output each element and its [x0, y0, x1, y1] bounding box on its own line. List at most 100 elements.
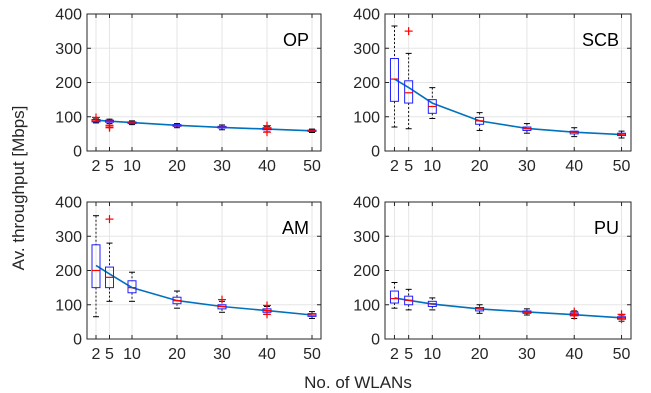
- x-tick-label: 50: [303, 346, 321, 363]
- x-tick-label: 5: [404, 346, 413, 363]
- x-tick-label: 20: [471, 346, 489, 363]
- x-tick-label: 40: [565, 158, 583, 175]
- x-tick-label: 2: [92, 346, 101, 363]
- outlier-marker: [105, 123, 114, 132]
- box-x50: [307, 311, 317, 319]
- y-tick-label: 300: [55, 41, 82, 58]
- y-tick-label: 400: [353, 195, 380, 212]
- y-tick-label: 100: [55, 109, 82, 126]
- outlier-marker: [263, 128, 271, 137]
- x-tick-label: 5: [105, 346, 114, 363]
- panel-title: PU: [594, 218, 619, 238]
- box-x50: [617, 310, 627, 324]
- x-tick-label: 20: [168, 346, 186, 363]
- box-x30: [522, 308, 532, 316]
- x-tick-label: 2: [92, 158, 101, 175]
- box-x30: [217, 124, 227, 131]
- x-tick-label: 10: [123, 346, 141, 363]
- x-tick-label: 10: [123, 158, 141, 175]
- panel-title: OP: [283, 30, 309, 50]
- box-x40: [262, 301, 272, 319]
- y-tick-label: 100: [55, 297, 82, 314]
- y-tick-label: 0: [73, 144, 82, 161]
- box-iqr: [404, 80, 414, 104]
- box-x20: [475, 304, 485, 314]
- x-tick-label: 40: [258, 346, 276, 363]
- x-tick-label: 30: [518, 158, 536, 175]
- box-x50: [307, 128, 317, 134]
- panel-am: 0 100 200 300 400 2 5 10 20 30 40 50 AM: [55, 195, 322, 363]
- x-tick-label: 40: [565, 346, 583, 363]
- x-tick-label: 30: [518, 346, 536, 363]
- panel-title: SCB: [582, 30, 619, 50]
- x-axis-label: No. of WLANs: [304, 373, 412, 392]
- x-tick-label: 50: [613, 346, 631, 363]
- x-tick-label: 20: [168, 158, 186, 175]
- panel-op: 0 100 200 300 400 2 5 10 20 30 40 50 OP: [55, 7, 322, 175]
- box-iqr: [389, 58, 399, 102]
- y-tick-label: 100: [353, 297, 380, 314]
- box-x50: [617, 130, 627, 139]
- outlier-marker: [218, 295, 226, 304]
- x-tick-label: 20: [471, 158, 489, 175]
- y-tick-label: 0: [371, 332, 380, 349]
- box-x2: [389, 281, 399, 309]
- box-iqr: [389, 290, 399, 304]
- box-x20: [172, 123, 182, 129]
- box-x10: [427, 87, 437, 119]
- box-x5: [404, 27, 414, 130]
- outlier-marker: [404, 27, 413, 36]
- y-tick-label: 300: [353, 41, 380, 58]
- x-tick-label: 30: [213, 158, 231, 175]
- box-x2: [91, 113, 101, 124]
- y-tick-label: 200: [353, 263, 380, 280]
- box-x5: [105, 118, 114, 132]
- x-tick-label: 50: [613, 158, 631, 175]
- box-x10: [127, 271, 137, 302]
- outlier-marker: [92, 113, 100, 122]
- y-axis-label: Av. throughput [Mbps]: [9, 106, 28, 271]
- x-tick-label: 5: [105, 158, 114, 175]
- y-tick-label: 100: [353, 109, 380, 126]
- panel-scb: 0 100 200 300 400 2 5 10 20 30 40 50 SCB: [353, 7, 632, 175]
- box-x20: [475, 112, 485, 131]
- box-x5: [404, 288, 414, 311]
- x-tick-label: 40: [258, 158, 276, 175]
- x-tick-label: 10: [423, 346, 441, 363]
- box-x2: [91, 215, 101, 318]
- box-iqr: [127, 280, 137, 294]
- box-x5: [105, 215, 114, 302]
- x-tick-label: 2: [390, 158, 399, 175]
- outlier-marker: [570, 311, 579, 320]
- panel-pu: 0 100 200 300 400 2 5 10 20 30 40 50 PU: [353, 195, 632, 363]
- outlier-marker: [617, 315, 626, 324]
- x-tick-label: 2: [390, 346, 399, 363]
- y-tick-label: 400: [55, 7, 82, 24]
- box-x10: [427, 297, 437, 311]
- box-x40: [569, 127, 579, 138]
- outlier-marker: [263, 301, 271, 310]
- y-tick-label: 0: [371, 144, 380, 161]
- x-tick-label: 50: [303, 158, 321, 175]
- box-x30: [522, 123, 532, 134]
- box-iqr: [91, 244, 101, 289]
- outlier-marker: [105, 215, 114, 224]
- x-tick-label: 30: [213, 346, 231, 363]
- y-tick-label: 200: [55, 263, 82, 280]
- y-tick-label: 300: [55, 229, 82, 246]
- y-tick-label: 200: [55, 75, 82, 92]
- panel-title: AM: [282, 218, 309, 238]
- x-tick-label: 10: [423, 158, 441, 175]
- x-tick-label: 5: [404, 158, 413, 175]
- y-tick-label: 200: [353, 75, 380, 92]
- box-x30: [217, 295, 227, 313]
- y-tick-label: 300: [353, 229, 380, 246]
- box-x20: [172, 290, 182, 309]
- y-tick-label: 0: [73, 332, 82, 349]
- outlier-marker: [263, 310, 271, 319]
- box-x10: [127, 120, 137, 126]
- box-x40: [262, 121, 272, 137]
- box-x40: [569, 307, 579, 320]
